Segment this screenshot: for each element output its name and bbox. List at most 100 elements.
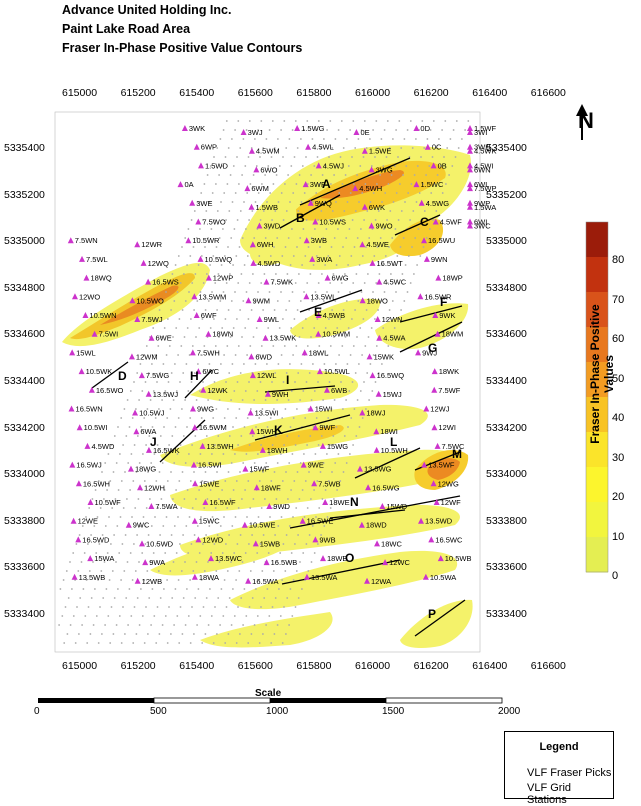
grid-station <box>298 174 301 176</box>
grid-station <box>334 300 337 302</box>
grid-station <box>423 210 426 212</box>
pick-marker <box>357 465 364 472</box>
x-tick-label-bottom: 616000 <box>355 660 391 672</box>
grid-station <box>257 516 260 518</box>
pick-marker <box>423 405 430 412</box>
pick-marker <box>125 521 132 528</box>
grid-station <box>345 237 348 239</box>
pick-label: 16.5WI <box>198 461 222 470</box>
grid-station <box>323 138 325 140</box>
grid-station <box>346 201 349 203</box>
grid-station <box>199 453 202 455</box>
pick-marker <box>127 465 134 472</box>
pick-label: 12WF <box>441 498 461 507</box>
grid-station <box>397 219 400 221</box>
grid-station <box>117 588 119 590</box>
pick-marker <box>368 222 375 229</box>
grid-station <box>164 552 167 554</box>
pick-label: 15WE <box>199 479 219 488</box>
fraser-pick: 9WO <box>368 222 393 231</box>
fraser-pick: 7.5WO <box>195 218 226 227</box>
pick-marker <box>324 274 331 281</box>
pick-marker <box>250 259 257 266</box>
grid-station <box>263 435 266 437</box>
contour-p-band <box>200 612 333 648</box>
grid-station <box>289 426 292 428</box>
grid-station <box>420 156 422 158</box>
grid-station <box>65 570 68 572</box>
grid-station <box>261 183 263 185</box>
grid-station <box>227 309 230 311</box>
grid-station <box>220 588 223 590</box>
fraser-pick: 10.5WK <box>78 367 112 376</box>
pick-label: 12WQ <box>148 259 169 268</box>
grid-station <box>290 390 293 392</box>
grid-station <box>81 624 83 626</box>
grid-station <box>206 273 208 275</box>
grid-station <box>264 498 266 500</box>
grid-station <box>104 525 107 527</box>
grid-station <box>271 219 273 221</box>
grid-station <box>256 615 259 617</box>
grid-station <box>272 345 275 347</box>
contour-sw-band <box>150 528 301 576</box>
grid-station <box>157 507 160 509</box>
grid-station <box>139 525 142 527</box>
grid-station <box>278 588 280 590</box>
grid-station <box>279 552 282 554</box>
y-tick-label-left: 5335200 <box>4 188 45 201</box>
grid-station <box>282 219 285 221</box>
grid-station <box>383 129 386 131</box>
grid-station <box>145 606 147 608</box>
grid-station <box>273 633 276 635</box>
fraser-pick: 10.5WJ <box>132 409 165 418</box>
grid-station <box>335 426 338 428</box>
grid-station <box>230 300 233 302</box>
conductor-line <box>184 369 213 399</box>
grid-station <box>299 300 302 302</box>
grid-station <box>324 264 326 266</box>
x-tick-label-top: 616200 <box>413 87 449 99</box>
grid-station <box>143 417 146 419</box>
fraser-pick: 10.5WS <box>312 218 346 227</box>
grid-station <box>166 417 169 419</box>
grid-station <box>80 561 83 563</box>
grid-station <box>341 345 344 347</box>
grid-station <box>184 624 187 626</box>
grid-station <box>161 462 164 464</box>
grid-station <box>236 318 238 320</box>
grid-station <box>196 525 199 527</box>
grid-station <box>372 291 374 293</box>
grid-station <box>310 399 313 401</box>
pick-label: 6WI <box>474 218 487 227</box>
grid-station <box>406 129 409 131</box>
fraser-pick: 12WI <box>431 423 456 432</box>
grid-station <box>260 444 262 446</box>
pick-marker <box>181 125 188 131</box>
pick-label: 7.5WA <box>155 502 177 511</box>
y-tick-label-left: 5334800 <box>4 281 45 294</box>
grid-station <box>234 291 236 293</box>
grid-station <box>316 156 319 158</box>
grid-station <box>329 507 332 509</box>
fraser-pick: 12WN <box>374 315 403 324</box>
grid-station <box>336 489 338 491</box>
pick-label: 16.5WF <box>209 498 236 507</box>
pick-label: 6WD <box>255 352 272 361</box>
fraser-pick: 7.5WI <box>91 330 118 339</box>
fraser-pick: 16.5WQ <box>369 371 404 380</box>
grid-station <box>359 390 362 392</box>
grid-station <box>211 453 213 455</box>
grid-station <box>215 183 217 185</box>
grid-station <box>232 426 234 428</box>
fraser-pick: 10.5WQ <box>197 255 232 264</box>
grid-station <box>248 282 251 284</box>
grid-station <box>237 606 239 608</box>
grid-station <box>168 606 170 608</box>
fraser-pick: 13.5WD <box>418 517 453 526</box>
fraser-pick: 15WL <box>69 348 96 357</box>
grid-station <box>191 444 194 446</box>
grid-station <box>100 570 103 572</box>
grid-station <box>143 642 146 644</box>
grid-station <box>400 147 403 149</box>
